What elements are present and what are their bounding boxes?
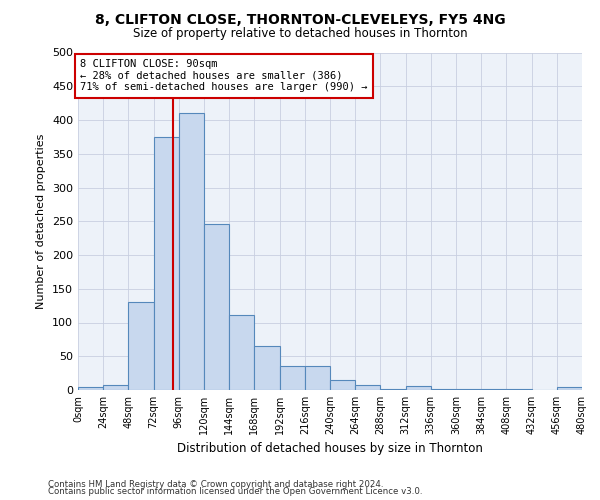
Y-axis label: Number of detached properties: Number of detached properties [37,134,46,309]
Bar [330,380,355,390]
Text: 8 CLIFTON CLOSE: 90sqm
← 28% of detached houses are smaller (386)
71% of semi-de: 8 CLIFTON CLOSE: 90sqm ← 28% of detached… [80,59,368,92]
Bar [456,388,481,390]
Bar [280,366,305,390]
Bar [154,137,179,390]
Bar [103,386,128,390]
Bar [406,386,431,390]
Bar [305,366,330,390]
Text: Contains HM Land Registry data © Crown copyright and database right 2024.: Contains HM Land Registry data © Crown c… [48,480,383,489]
Bar [128,302,154,390]
Bar [179,114,204,390]
Bar [431,388,456,390]
Bar [78,386,103,390]
X-axis label: Distribution of detached houses by size in Thornton: Distribution of detached houses by size … [177,442,483,456]
Bar [380,388,406,390]
Bar [254,346,280,390]
Text: Size of property relative to detached houses in Thornton: Size of property relative to detached ho… [133,28,467,40]
Bar [355,384,380,390]
Text: 8, CLIFTON CLOSE, THORNTON-CLEVELEYS, FY5 4NG: 8, CLIFTON CLOSE, THORNTON-CLEVELEYS, FY… [95,12,505,26]
Bar [229,315,254,390]
Bar [557,388,582,390]
Bar [204,224,229,390]
Bar [481,388,506,390]
Text: Contains public sector information licensed under the Open Government Licence v3: Contains public sector information licen… [48,487,422,496]
